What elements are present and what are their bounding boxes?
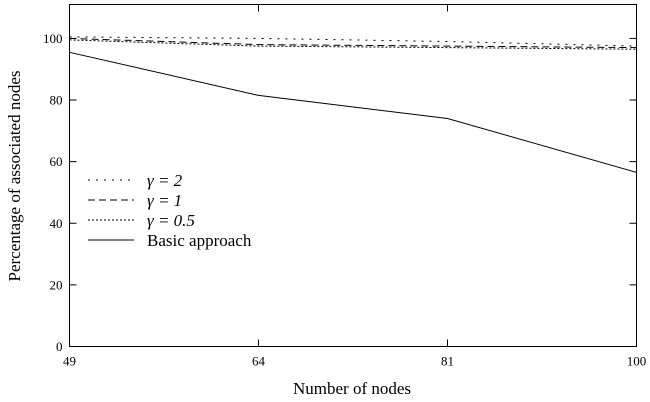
plot-frame <box>69 4 637 347</box>
y-axis-title: Percentage of associated nodes <box>5 71 24 282</box>
series-line-1 <box>69 37 637 49</box>
y-tick-label: 100 <box>43 31 63 46</box>
legend-label-gamma-0.5: γ = 0.5 <box>147 211 195 230</box>
series-line-0 <box>69 36 637 47</box>
series-line-2 <box>69 39 637 50</box>
legend-label-gamma-2: γ = 2 <box>147 171 183 190</box>
axis-ticks: 49 64 81 100 0 20 40 60 80 100 <box>43 4 647 369</box>
y-tick-label: 20 <box>50 277 63 292</box>
y-tick-label: 0 <box>56 339 63 354</box>
x-axis-title: Number of nodes <box>293 379 411 398</box>
x-tick-label: 49 <box>63 354 76 369</box>
y-tick-label: 60 <box>50 154 63 169</box>
series-line-3 <box>69 51 637 173</box>
series-lines <box>69 36 637 173</box>
legend-label-basic: Basic approach <box>147 231 252 250</box>
x-tick-label: 100 <box>627 354 647 369</box>
y-tick-label: 40 <box>50 216 63 231</box>
x-tick-label: 64 <box>252 354 266 369</box>
legend: γ = 2 γ = 1 γ = 0.5 Basic approach <box>88 171 252 250</box>
y-tick-label: 80 <box>50 93 63 108</box>
legend-label-gamma-1: γ = 1 <box>147 191 182 210</box>
x-tick-label: 81 <box>441 354 454 369</box>
